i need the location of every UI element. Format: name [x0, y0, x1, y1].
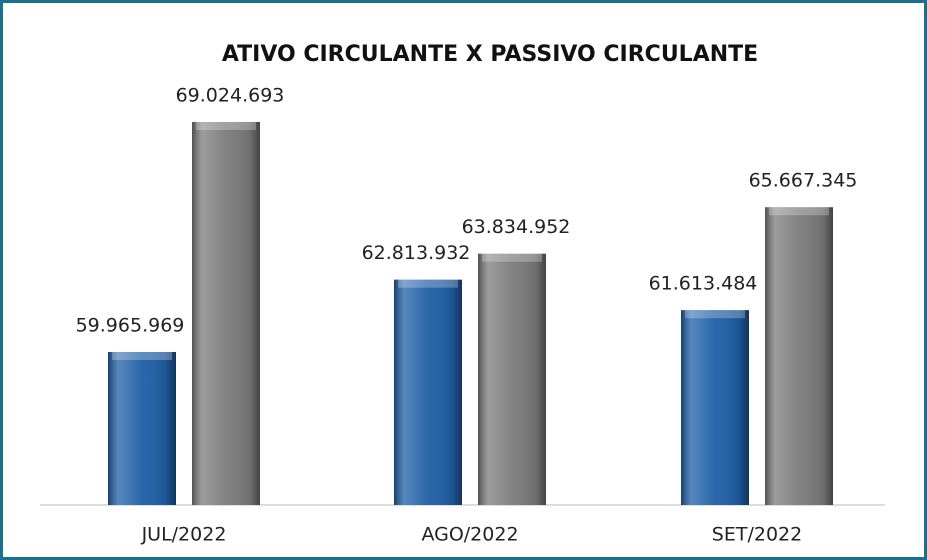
- bar-cap: [482, 253, 542, 262]
- value-label: 69.024.693: [176, 84, 285, 106]
- value-label: 65.667.345: [749, 170, 858, 192]
- bar-cap: [398, 279, 458, 288]
- bar-shine: [192, 121, 260, 506]
- x-tick-label: SET/2022: [712, 524, 802, 546]
- value-label: 62.813.932: [362, 242, 471, 264]
- bar-shine: [478, 253, 546, 505]
- value-label: 61.613.484: [649, 273, 758, 295]
- value-label: 59.965.969: [76, 314, 185, 336]
- bar-cap: [112, 351, 172, 360]
- x-tick-label: JUL/2022: [141, 524, 227, 546]
- x-tick-label: AGO/2022: [421, 524, 518, 546]
- bar-shine: [681, 310, 749, 505]
- bar-shine: [108, 351, 176, 505]
- bar-cap: [196, 121, 256, 130]
- bar-cap: [769, 207, 829, 216]
- bar-shine: [394, 279, 462, 505]
- bar-cap: [685, 310, 745, 319]
- chart-title: ATIVO CIRCULANTE X PASSIVO CIRCULANTE: [222, 42, 758, 67]
- bar-shine: [765, 207, 833, 506]
- value-label: 63.834.952: [462, 216, 571, 238]
